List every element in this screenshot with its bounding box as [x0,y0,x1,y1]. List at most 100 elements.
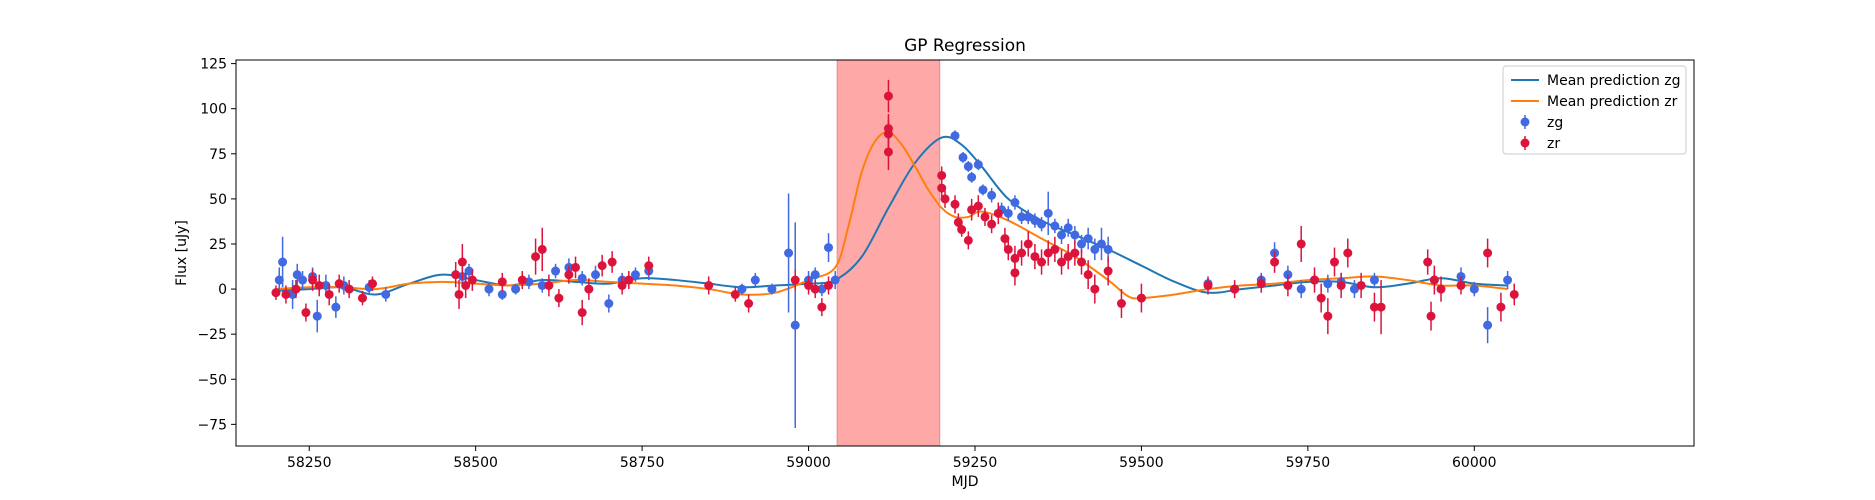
zg-point [1077,239,1087,249]
zg-point [381,289,391,299]
zr-point [1369,302,1379,312]
legend-label-mean-prediction-zg: Mean prediction zg [1547,73,1681,89]
zr-point [804,280,814,290]
zg-point [1017,212,1027,222]
zg-point [784,248,794,258]
zr-point [1136,293,1146,303]
zr-point [554,293,564,303]
zr-point [577,308,587,318]
y-tick-label: 25 [209,237,227,253]
zr-point [1050,244,1060,254]
legend-label-mean-prediction-zr: Mean prediction zr [1547,94,1678,110]
zg-point [967,172,977,182]
zr-point [937,183,947,193]
zr-point [1456,280,1466,290]
chart-title: GP Regression [904,36,1026,56]
legend-frame [1502,65,1687,155]
zr-point [810,284,820,294]
plot-area [271,60,1519,446]
zr-point [1429,275,1439,285]
y-tick-label: 75 [209,147,227,163]
zr-point [607,257,617,267]
y-tick-label: 0 [218,282,227,298]
zr-point [1336,280,1346,290]
zg-point [1083,234,1093,244]
zg-point [817,284,827,294]
y-tick-label: 125 [200,57,227,73]
zr-point [1203,280,1213,290]
zg-point [963,161,973,171]
zr-point [1323,311,1333,321]
zr-point [1356,280,1366,290]
zg-point [591,270,601,280]
zg-point [1369,275,1379,285]
zr-point [1030,252,1040,262]
y-tick-label: 100 [200,102,227,118]
zg-point [1323,279,1333,289]
axes: 58250 58500 58750 59000 59250 59500 59750 60000… [197,57,1695,471]
zr-point [790,275,800,285]
zr-point [461,280,471,290]
zg-point [1070,230,1080,240]
zr-point [957,225,967,235]
zr-point [497,277,507,287]
zg-point [978,185,988,195]
x-tick-label: 59750 [1286,455,1331,471]
y-tick-label: −25 [197,327,227,343]
zg-point [551,266,561,276]
zr-point [291,284,301,294]
zg-point [1023,212,1033,222]
zr-point [357,293,367,303]
zr-point [1270,257,1280,267]
zr-point [744,299,754,309]
zr-point [597,261,607,271]
zr-point [937,170,947,180]
zg-point [1010,197,1020,207]
zg-point [1037,219,1047,229]
x-tick-label: 58750 [620,455,665,471]
zr-point [457,257,467,267]
zr-point [963,235,973,245]
zr-point [940,194,950,204]
zr-point [451,270,461,280]
zg-point [1030,216,1040,226]
zr-point [993,208,1003,218]
zr-point [517,275,527,285]
zg-point [830,275,840,285]
zg-point [464,266,474,276]
zr-point [973,201,983,211]
legend-label-zr: zr [1547,136,1560,152]
zg-point [577,273,587,283]
zr-point [301,308,311,318]
y-axis-title: Flux [uJy] [174,220,190,286]
zr-point [1329,257,1339,267]
x-tick-label: 60000 [1452,455,1497,471]
zr-point [1256,279,1266,289]
zr-point [1423,257,1433,267]
zr-point [1296,239,1306,249]
zg-point [278,257,288,267]
zr-point [1310,275,1320,285]
zr-point [883,91,893,101]
zr-point [980,212,990,222]
zr-point [564,270,574,280]
zg-point [1057,230,1067,240]
zr-point [617,280,627,290]
zg-point [750,275,760,285]
zg-point [810,270,820,280]
zr-point [1003,244,1013,254]
zg-point [511,284,521,294]
zg-point [537,280,547,290]
zr-point [1343,248,1353,258]
zg-point [1469,284,1479,294]
zg-point [274,275,284,285]
zr-point [883,147,893,157]
zr-point [531,252,541,262]
zr-point [1316,293,1326,303]
x-tick-label: 58250 [287,455,332,471]
plot-inner [271,60,1519,446]
zg-point [331,302,341,312]
zr-point [1023,239,1033,249]
zg-point [604,299,614,309]
zr-point [1043,248,1053,258]
